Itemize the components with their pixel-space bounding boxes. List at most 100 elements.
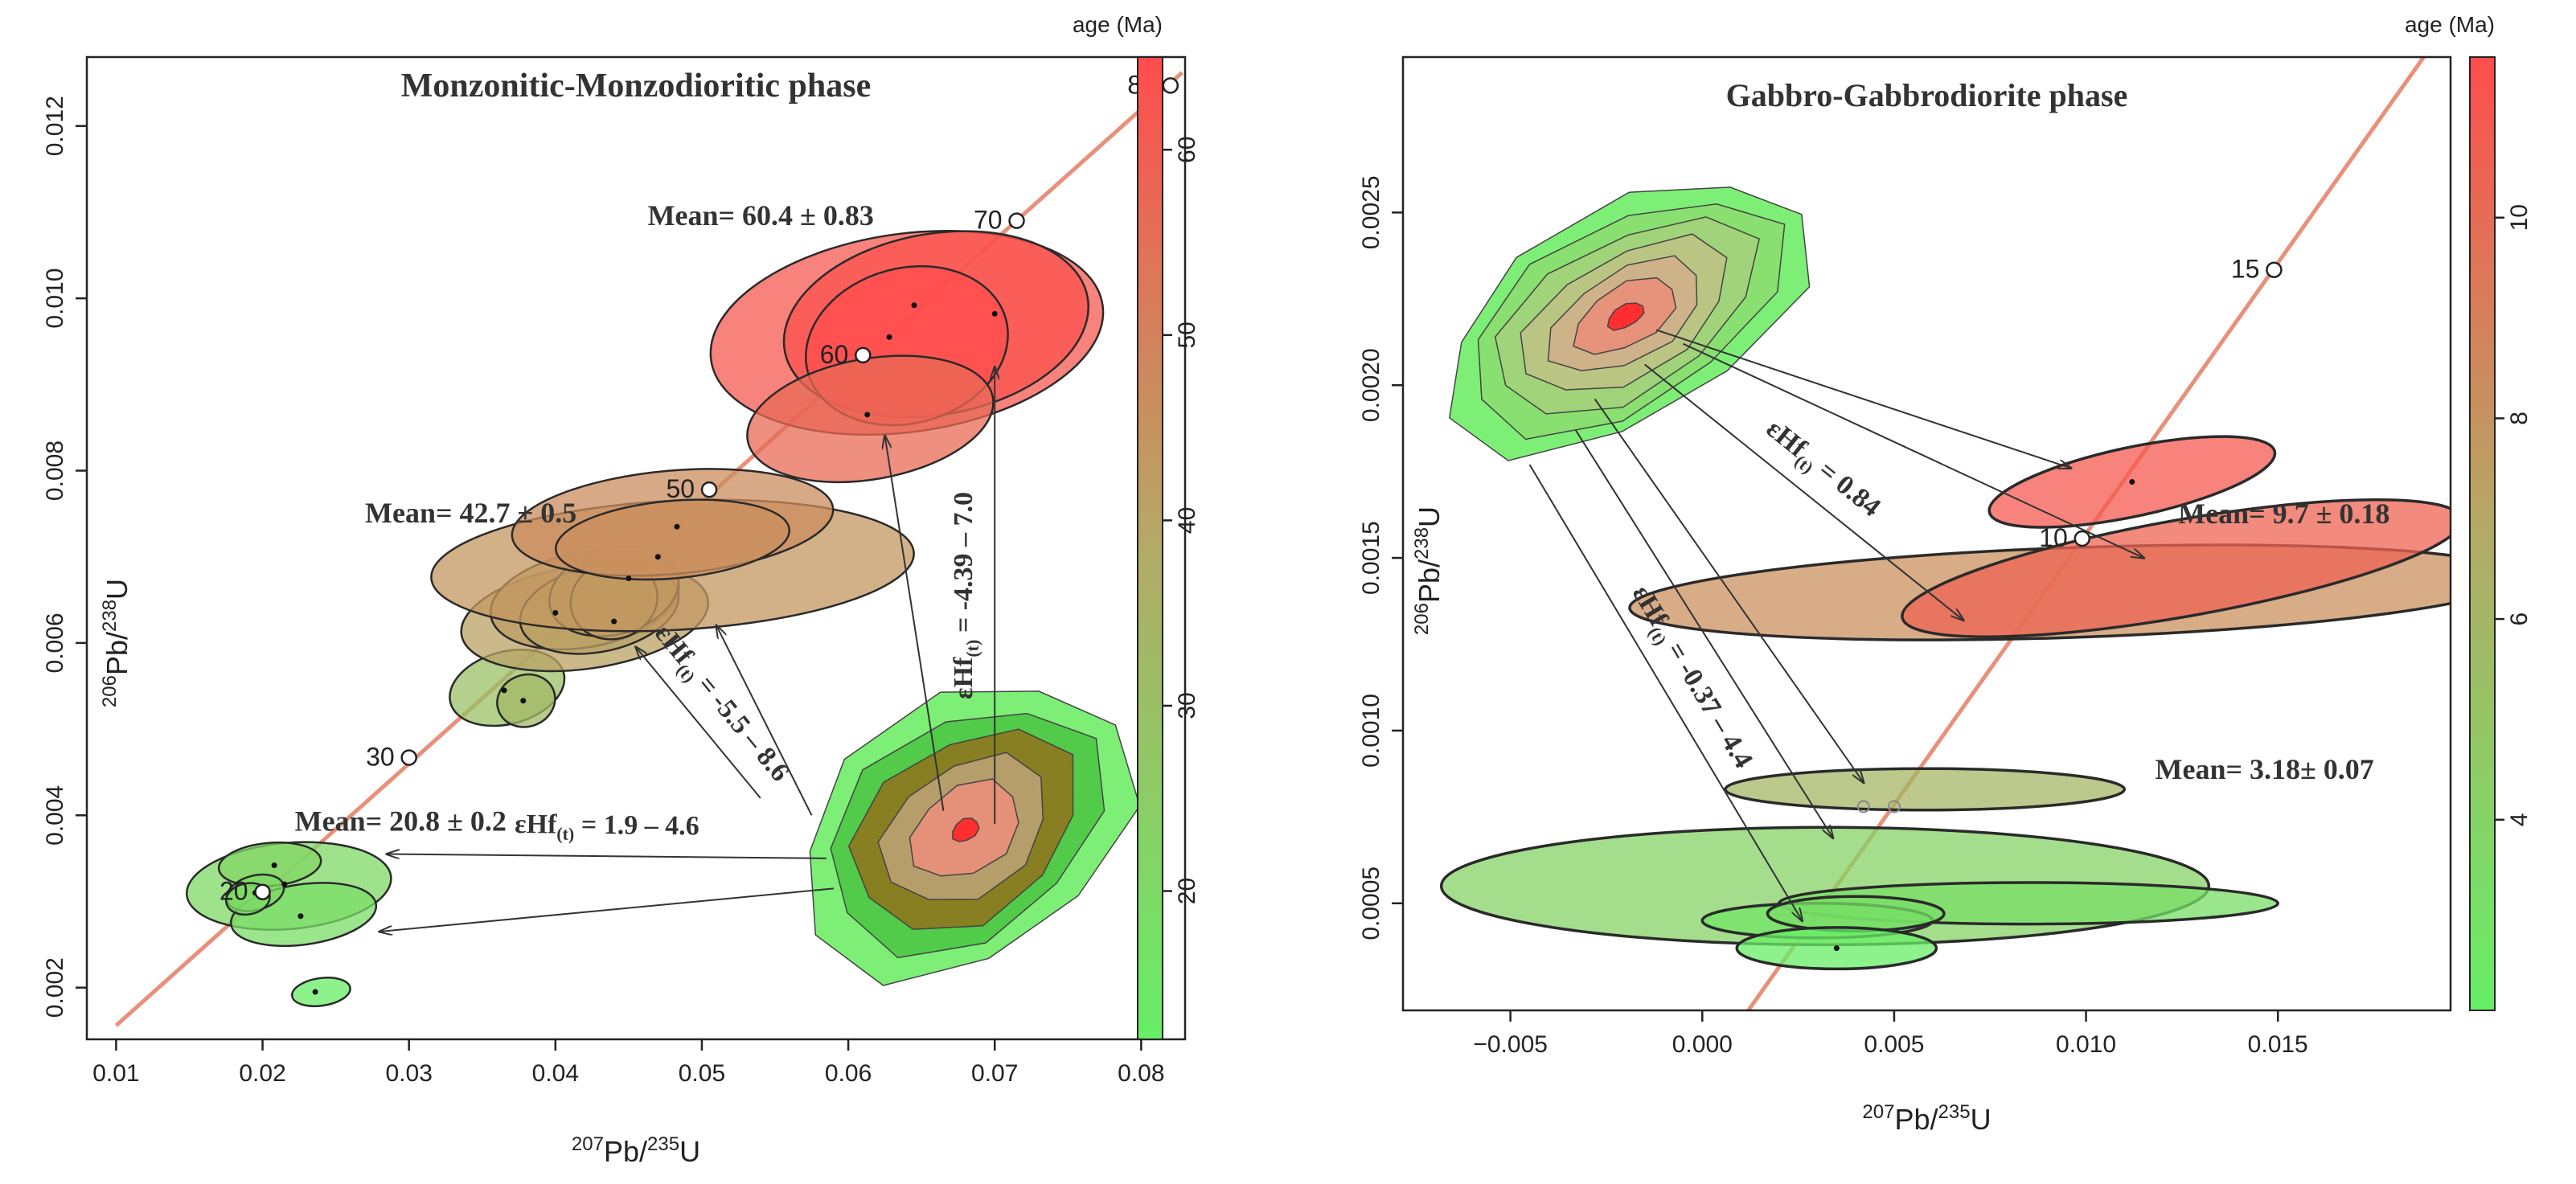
hf-arrow [1644,363,1963,620]
concordia-age-mark [855,346,872,364]
y-tick-label: 0.0020 [1358,348,1384,422]
concordia-age-mark [700,481,718,498]
concordia-age-label: 10 [2039,523,2068,552]
hf-arrow [636,647,761,799]
concordia-age-label: 50 [666,474,695,503]
concordia-age-mark [1887,800,1901,813]
y-tick-label: 0.0010 [1358,694,1384,768]
colorbar-tick-label: 40 [1174,507,1200,534]
concordia-age-label: 70 [974,206,1003,235]
grain-point [886,334,892,340]
concordia-age-mark [1856,800,1870,813]
colorbar-tick-label: 30 [1174,692,1200,719]
mean-annotation: Mean= 42.7 ± 0.5 [365,497,576,529]
y-axis-label: 206Pb/238U [99,579,133,707]
hf-arrow [716,625,813,816]
hf-label: εHf(t) = 1.9 – 4.6 [515,809,699,845]
plot-frame [85,55,1187,1041]
hf-label-value: = 1.9 – 4.6 [574,810,699,842]
y-tick-label: 0.0025 [1358,175,1384,249]
colorbar-tick-label: 10 [2506,204,2533,231]
concordia-age-mark [1162,77,1179,94]
error-ellipse [1901,498,2451,638]
y-tick-label: 0.004 [42,785,68,846]
hf-arrow [1574,429,1833,838]
hf-arrow [1655,329,2070,468]
hf-arrow [1682,342,2143,558]
x-tick-label: 0.010 [2056,1031,2116,1058]
density-contours [809,690,1141,986]
error-ellipses [1439,435,2451,971]
plot-frame [1401,55,2452,1012]
x-tick-label: 0.04 [532,1060,579,1087]
grain-point [501,687,507,694]
x-axis-label-part: 235 [647,1133,679,1155]
x-axis-label: 207Pb/235U [572,1133,700,1168]
x-axis-label: 207Pb/235U [1862,1101,1991,1136]
x-tick-label: 0.05 [679,1060,725,1087]
x-tick-label: 0.03 [385,1060,432,1087]
y-tick-label: 0.010 [42,268,68,329]
concordia-age-label: 30 [366,742,395,771]
y-tick-label: 0.006 [42,612,68,673]
concordia-age-mark [2074,530,2091,547]
hf-label-sub: (t) [962,640,982,658]
hf-label: εHf(t) = 0.84 [1758,414,1886,526]
hf-label: εHf(t) = -4.39 – 7.0 [949,492,982,699]
x-tick-label: 0.07 [971,1060,1018,1087]
y-axis-label-part: 206 [1411,603,1433,635]
hf-label-main: εHf [515,809,557,840]
error-ellipse [496,673,556,728]
x-tick-label: 0.02 [239,1060,285,1087]
error-ellipse [1766,895,1946,932]
contour-level [952,817,980,842]
grain-point [864,412,871,418]
colorbar-label: age (Ma) [2405,12,2495,37]
mean-annotation: Mean= 60.4 ± 0.83 [648,199,874,231]
grain-point [674,523,680,530]
x-tick-label: 0.005 [1864,1031,1924,1058]
y-axis-label-part: 206 [99,675,121,707]
chart-title: Monzonitic-Monzodioritic phase [401,68,871,104]
density-contours [1448,186,1811,461]
y-axis-label-part: Pb/ [100,632,133,675]
grain-point [626,576,632,582]
y-tick-label: 0.008 [42,440,68,501]
y-tick-label: 0.0015 [1358,521,1384,595]
grain-point [552,609,559,616]
y-axis-label-part: Pb/ [1413,559,1446,603]
grain-point [271,862,277,868]
colorbar-tick-label: 8 [2506,412,2533,425]
hf-label-main: εHf [949,657,978,699]
colorbar-tick-label: 60 [1174,137,1200,163]
colorbar [1137,56,1163,1040]
error-ellipse [555,498,790,581]
colorbar-tick-label: 50 [1174,322,1200,348]
hf-label: εHf(t) = -5.5 – 8.6 [646,619,795,790]
concordia-age-mark [2266,261,2283,278]
colorbar-tick-label: 20 [1174,878,1200,904]
x-axis-label-part: Pb/ [1894,1103,1938,1136]
y-tick-label: 0.012 [42,96,68,156]
x-tick-label: −0.005 [1473,1031,1548,1058]
x-tick-label: 0.01 [92,1060,139,1087]
error-ellipse [291,977,351,1008]
colorbar-tick-label: 6 [2506,612,2533,626]
grain-point [312,989,318,995]
x-axis-label-part: U [1971,1103,1991,1136]
hf-arrow [1528,464,1803,920]
mean-annotation: Mean= 20.8 ± 0.2 [295,805,507,838]
mean-annotation: Mean= 3.18± 0.07 [2155,753,2373,785]
y-tick-label: 0.0005 [1358,866,1384,940]
grain-point [2129,479,2135,485]
grain-point [297,913,304,920]
grain-point [991,310,998,317]
x-tick-label: 0.015 [2248,1031,2308,1058]
hf-label-sub: (t) [556,824,574,844]
colorbar-tick-label: 4 [2506,813,2533,826]
concordia-age-mark [1008,212,1025,229]
y-axis-label-part: U [100,579,133,600]
